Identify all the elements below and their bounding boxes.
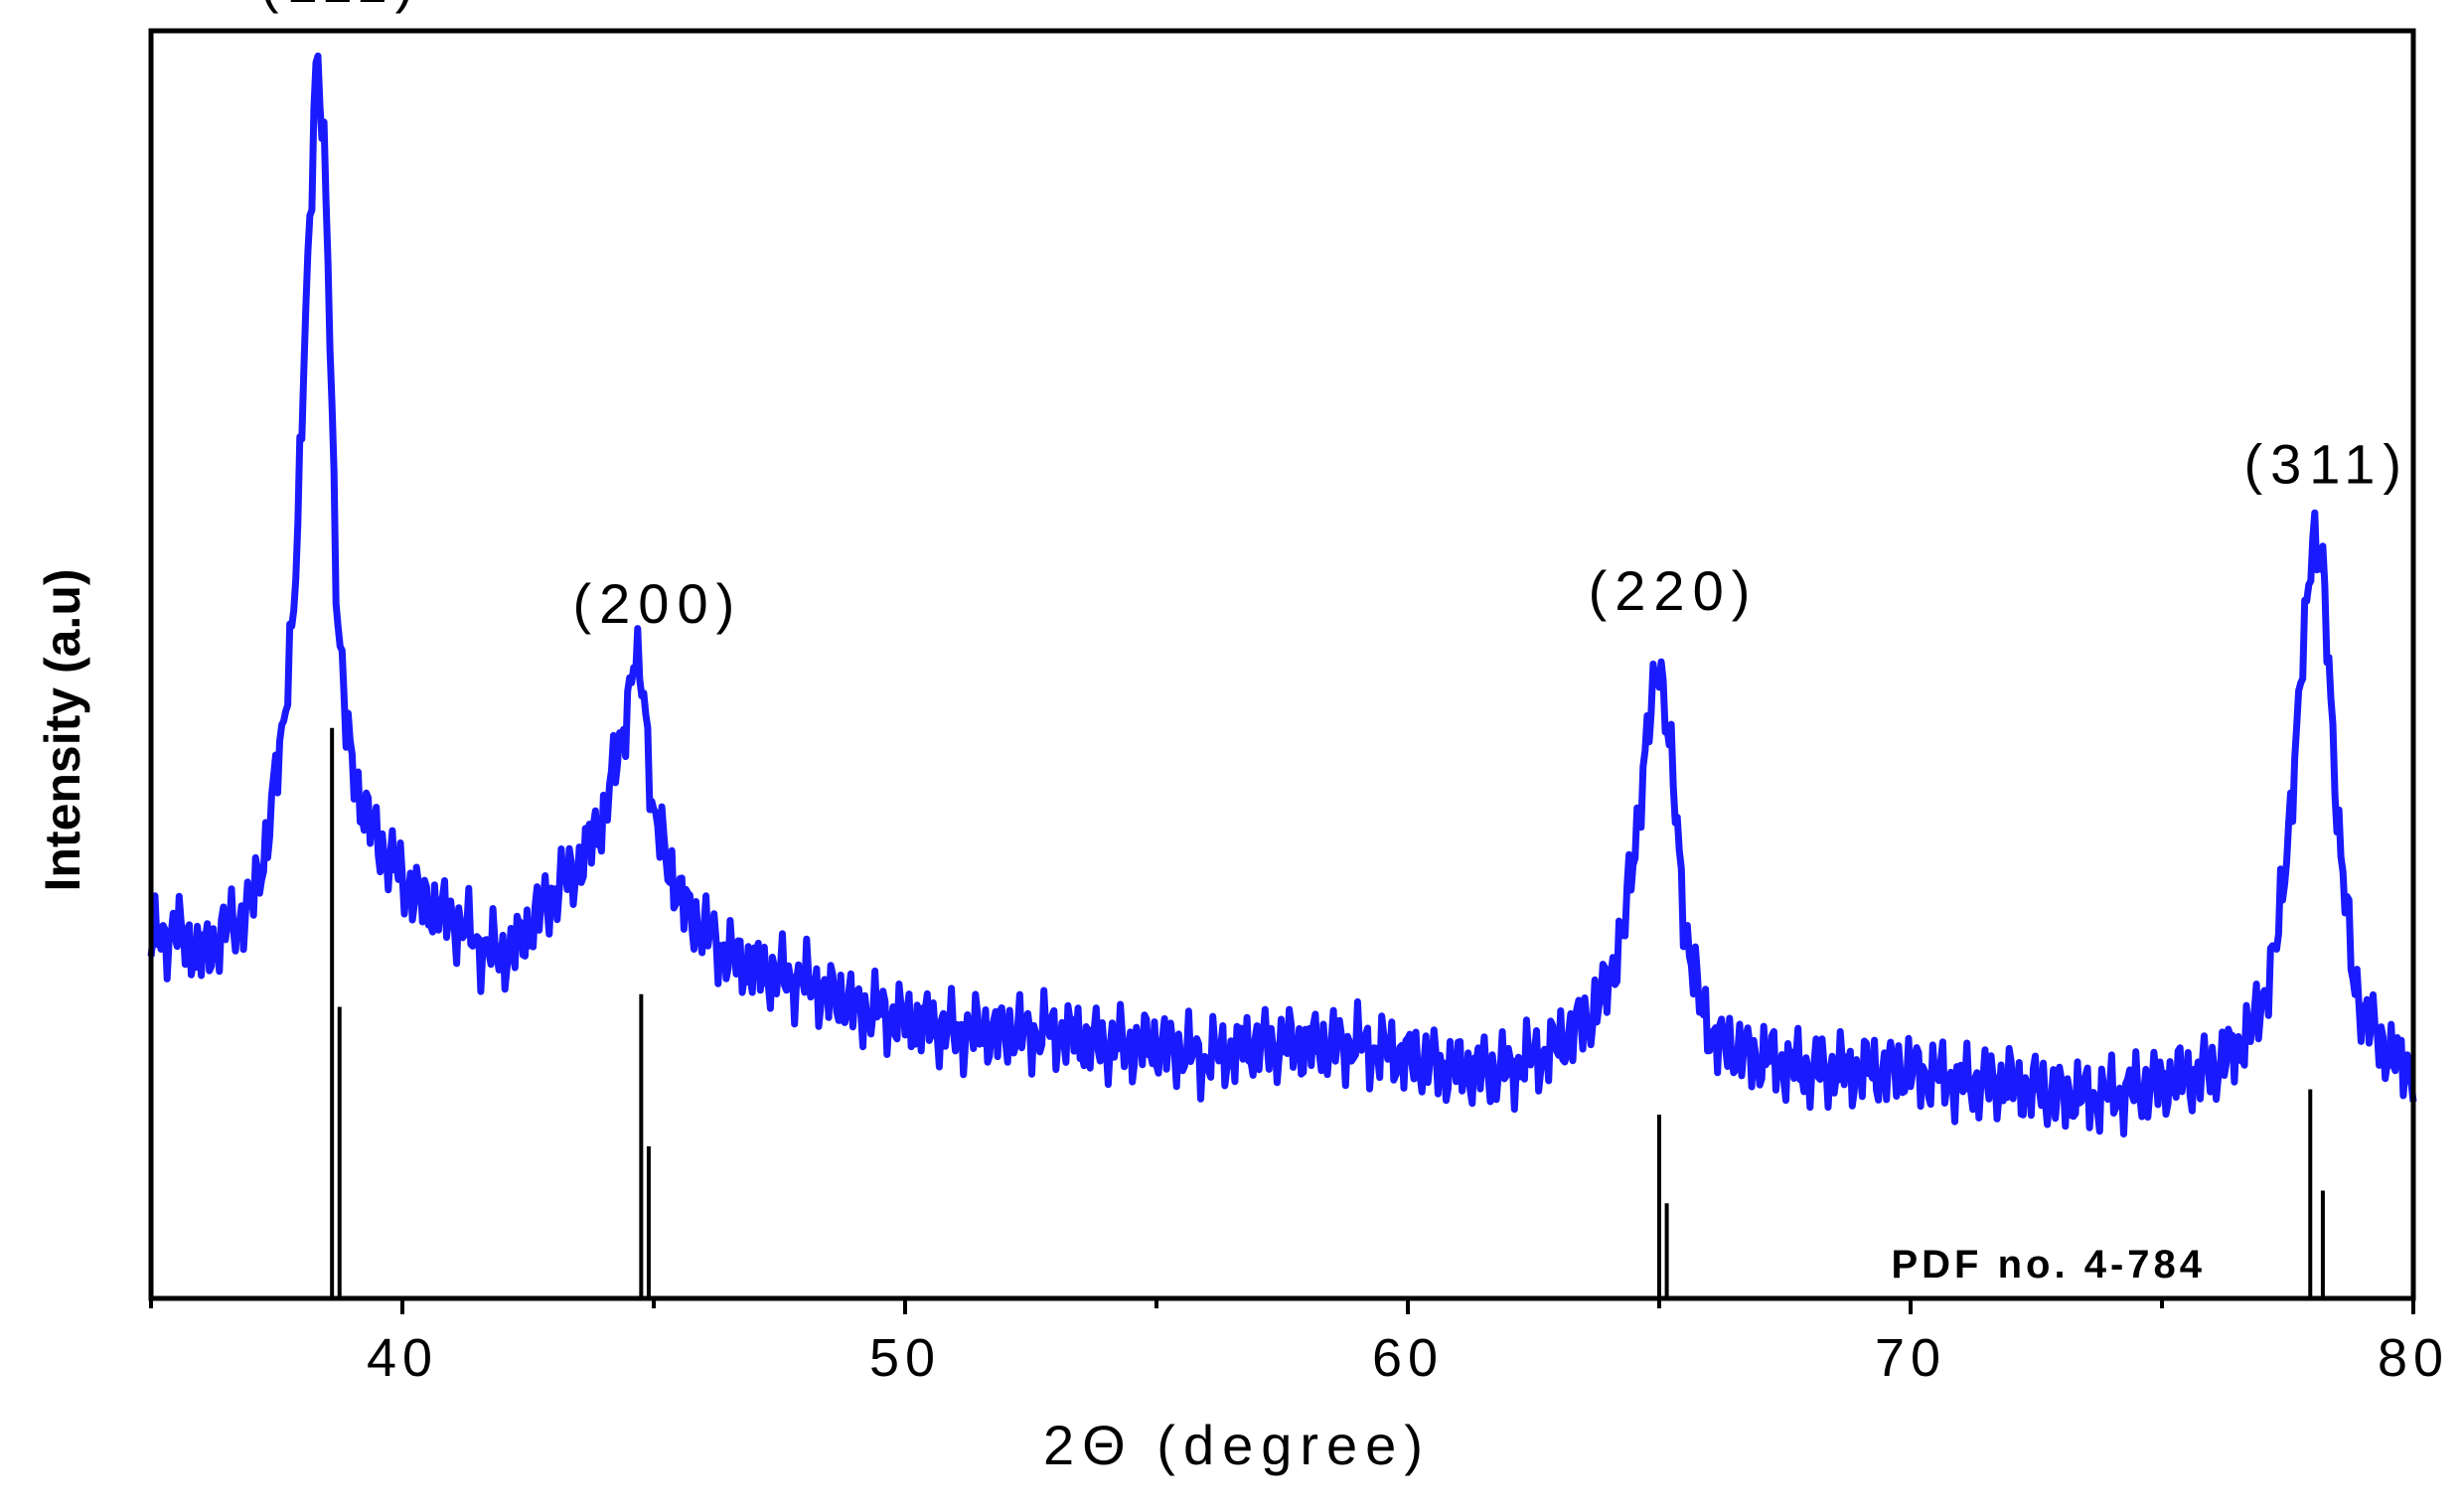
peak-label: (311) (2244, 433, 2410, 496)
reference-pdf-label: PDF no. 4-784 (1891, 1243, 2206, 1286)
x-tick-label: 60 (1372, 1328, 1444, 1388)
x-axis-title: 2Θ (degree) (1043, 1414, 1431, 1476)
series-line (147, 52, 2417, 1137)
peak-label: (200) (573, 572, 743, 635)
series-layer (147, 52, 2417, 1137)
x-axis-ticks: 40 50 60 70 80 (149, 1298, 2449, 1388)
x-tick-label: 80 (2378, 1328, 2449, 1388)
peak-label: (111) (260, 0, 421, 14)
peak-labels: (111) (200) (220) (311) (260, 0, 2410, 635)
x-tick-label: 40 (367, 1328, 438, 1388)
plot-frame (148, 28, 2416, 1301)
peak-label: (220) (1589, 559, 1759, 622)
reference-pattern (330, 727, 2325, 1298)
x-tick-label: 50 (869, 1328, 941, 1388)
x-tick-label: 70 (1875, 1328, 1946, 1388)
y-axis-title: Intensity (a.u) (35, 568, 90, 891)
